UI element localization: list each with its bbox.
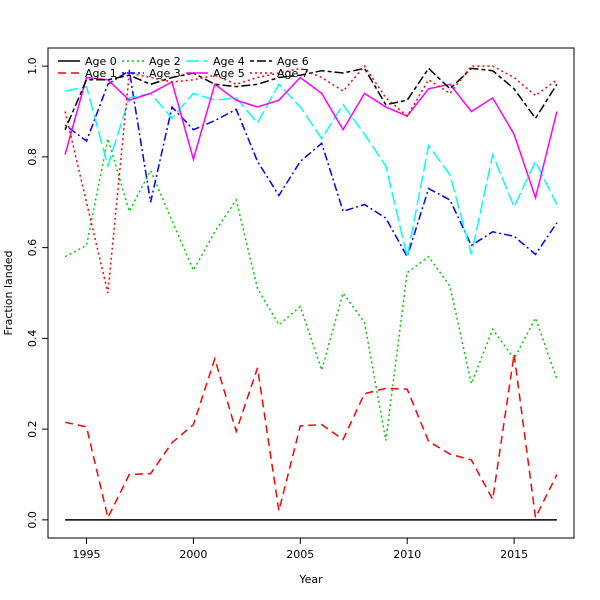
y-tick-label: 0.0 [26,511,39,529]
plot-frame [47,47,575,539]
legend-label: Age 5 [213,67,245,80]
legend-label: Age 1 [85,67,117,80]
y-tick-label: 0.4 [26,330,39,348]
x-tick-label: 2000 [179,548,207,561]
y-axis-title: Fraction landed [2,251,15,336]
legend-label: Age 4 [213,55,245,68]
y-tick-label: 0.2 [26,420,39,438]
legend-label: Age 2 [149,55,181,68]
x-tick-label: 1995 [72,548,100,561]
x-tick-label: 2005 [286,548,314,561]
series-line-age-5 [64,76,558,201]
y-tick-label: 1.0 [26,57,39,75]
legend-label: Age 0 [85,55,117,68]
x-axis-title: Year [298,573,323,586]
x-tick-label: 2010 [393,548,421,561]
legend-label: Age 7 [277,67,309,80]
series-line-age-2 [64,138,558,441]
axis-layer: 1995 2000 2005 2010 2015 0.0 0.2 0.4 0.6 0.8 1.0 [26,57,528,561]
series-line-age-7 [64,64,558,294]
series-layer [64,64,558,521]
legend-label: Age 6 [277,55,309,68]
series-line-age-1 [64,354,558,521]
x-tick-label: 2015 [500,548,528,561]
y-tick-label: 0.8 [26,148,39,166]
legend-label: Age 3 [149,67,181,80]
y-tick-label: 0.6 [26,239,39,257]
